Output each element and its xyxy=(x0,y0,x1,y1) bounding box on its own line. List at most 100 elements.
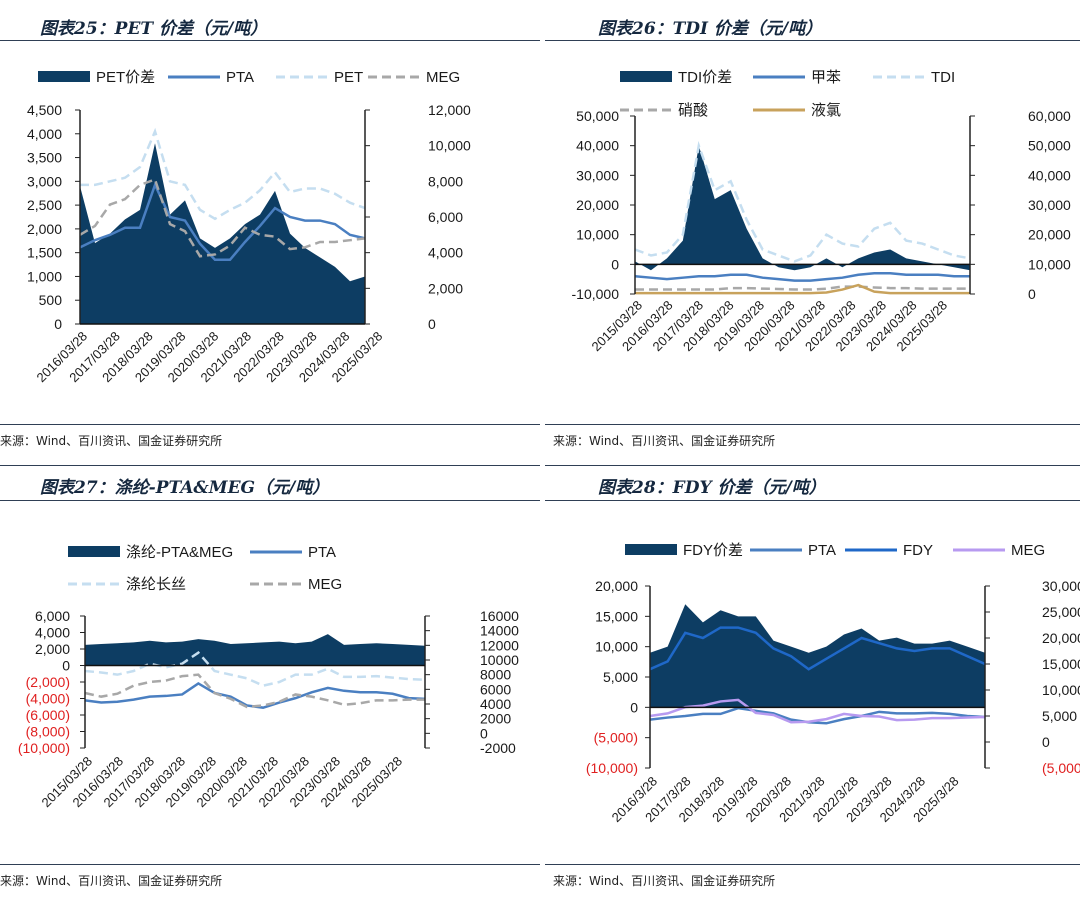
legend-label: PET价差 xyxy=(96,69,155,86)
series-line xyxy=(79,177,366,258)
legend-label: PTA xyxy=(808,542,836,559)
y-tick-right: 2,000 xyxy=(428,280,463,296)
pet-spread-chart: PET价差 PTA PET MEG 4,500 4,000 3,500 3,000 2,500 2… xyxy=(27,69,471,385)
y-tick-left: 1,500 xyxy=(27,245,62,261)
y-tick-left: 15,000 xyxy=(595,608,638,624)
legend-swatch-area xyxy=(625,544,677,555)
y-tick-right: 30,000 xyxy=(1042,578,1080,594)
y-tick-left: 3,500 xyxy=(27,150,62,166)
y-tick-left: 2,000 xyxy=(27,221,62,237)
y-tick-left: (10,000) xyxy=(586,760,638,776)
title-divider xyxy=(0,500,540,501)
y-tick-left: 20,000 xyxy=(595,578,638,594)
title-divider xyxy=(0,40,540,41)
y-tick-right: 20,000 xyxy=(1028,227,1071,243)
y-tick-left: 6,000 xyxy=(35,608,70,624)
y-tick-right: 5,000 xyxy=(1042,708,1077,724)
y-tick-left: 1,000 xyxy=(27,268,62,284)
legend-item: MEG xyxy=(368,69,460,86)
series-area-1 xyxy=(635,145,970,271)
title-divider xyxy=(545,500,1080,501)
chart-title: 图表27：涤纶-PTA&MEG（元/吨） xyxy=(40,478,330,498)
y-tick-right: 8000 xyxy=(480,667,511,683)
y-tick-left: 4,000 xyxy=(35,625,70,641)
legend-label: MEG xyxy=(426,69,460,86)
legend-item: PET价差 xyxy=(38,69,155,86)
legend-label: TDI价差 xyxy=(678,69,732,86)
source-note: 来源：Wind、百川资讯、国金证券研究所 xyxy=(553,874,776,888)
title-divider-top xyxy=(545,465,1080,466)
y-tick-left: 10,000 xyxy=(576,227,619,243)
legend-label: FDY价差 xyxy=(683,542,743,559)
series-area-2 xyxy=(85,634,425,666)
y-tick-right: 12,000 xyxy=(428,102,471,118)
y-tick-right: 10,000 xyxy=(428,138,471,154)
y-tick-right: 10000 xyxy=(480,652,519,668)
y-tick-left: (2,000) xyxy=(26,674,70,690)
legend-item: PET xyxy=(276,69,363,86)
legend-item: 硝酸 xyxy=(620,102,708,119)
series-line xyxy=(649,698,986,724)
y-tick-right: 50,000 xyxy=(1028,138,1071,154)
title-divider xyxy=(545,40,1080,41)
y-tick-left: 30,000 xyxy=(576,167,619,183)
y-tick-left: 10,000 xyxy=(595,639,638,655)
y-tick-right: 0 xyxy=(428,316,436,332)
y-tick-right: 30,000 xyxy=(1028,197,1071,213)
legend-label: 涤纶长丝 xyxy=(126,576,186,593)
y-tick-right: 4000 xyxy=(480,696,511,712)
y-tick-left: 40,000 xyxy=(576,138,619,154)
y-tick-right: 6,000 xyxy=(428,209,463,225)
legend-label: MEG xyxy=(308,576,342,593)
y-tick-right: 16000 xyxy=(480,608,519,624)
series-line xyxy=(635,285,970,291)
y-tick-right: (5,000) xyxy=(1042,760,1080,776)
y-tick-right: 12000 xyxy=(480,637,519,653)
legend-label: FDY xyxy=(903,542,933,559)
source-note: 来源：Wind、百川资讯、国金证券研究所 xyxy=(553,434,776,448)
series-area-3 xyxy=(650,604,985,708)
legend-item: FDY xyxy=(845,542,933,559)
y-tick-left: 0 xyxy=(630,699,638,715)
legend-label: 涤纶-PTA&MEG xyxy=(126,544,233,561)
legend-item: PTA xyxy=(168,69,254,86)
y-tick-right: 0 xyxy=(1042,734,1050,750)
y-tick-left: (5,000) xyxy=(594,730,638,746)
series-line xyxy=(79,181,366,262)
source-divider xyxy=(545,424,1080,425)
legend-item: MEG xyxy=(953,542,1045,559)
legend-label: 硝酸 xyxy=(678,102,708,119)
source-divider xyxy=(0,424,540,425)
chart-title: 图表25：PET 价差（元/吨） xyxy=(40,19,268,39)
legend-label: PET xyxy=(334,69,363,86)
y-tick-right: 20,000 xyxy=(1042,630,1080,646)
y-tick-left: 3,000 xyxy=(27,173,62,189)
chart-title: 图表26：TDI 价差（元/吨） xyxy=(598,19,823,39)
legend-swatch-area xyxy=(68,546,120,557)
y-tick-left: 4,000 xyxy=(27,126,62,142)
y-tick-right: 2000 xyxy=(480,711,511,727)
y-tick-right: 4,000 xyxy=(428,245,463,261)
legend-item: 涤纶-PTA&MEG xyxy=(68,544,233,561)
y-tick-right: 0 xyxy=(480,725,488,741)
y-tick-left: 2,500 xyxy=(27,197,62,213)
y-tick-left: (10,000) xyxy=(18,740,70,756)
y-tick-left: 0 xyxy=(54,316,62,332)
y-tick-left: 20,000 xyxy=(576,197,619,213)
y-tick-right: 14000 xyxy=(480,623,519,639)
fdy-spread-chart: FDY价差 PTA FDY MEG 20,000 15,000 10,000 5,000 0 (5… xyxy=(586,542,1080,825)
series-line xyxy=(80,127,366,221)
legend-item: MEG xyxy=(250,576,342,593)
source-divider xyxy=(0,864,540,865)
legend-item: TDI xyxy=(873,69,955,86)
source-note: 来源：Wind、百川资讯、国金证券研究所 xyxy=(0,434,223,448)
legend-item: FDY价差 xyxy=(625,542,743,559)
source-divider xyxy=(545,864,1080,865)
y-tick-right: 60,000 xyxy=(1028,108,1071,124)
series-line xyxy=(634,140,971,263)
series-line xyxy=(634,271,970,282)
series-line xyxy=(649,626,986,671)
y-tick-left: (6,000) xyxy=(26,707,70,723)
y-tick-right: 15,000 xyxy=(1042,656,1080,672)
legend-label: TDI xyxy=(931,69,955,86)
